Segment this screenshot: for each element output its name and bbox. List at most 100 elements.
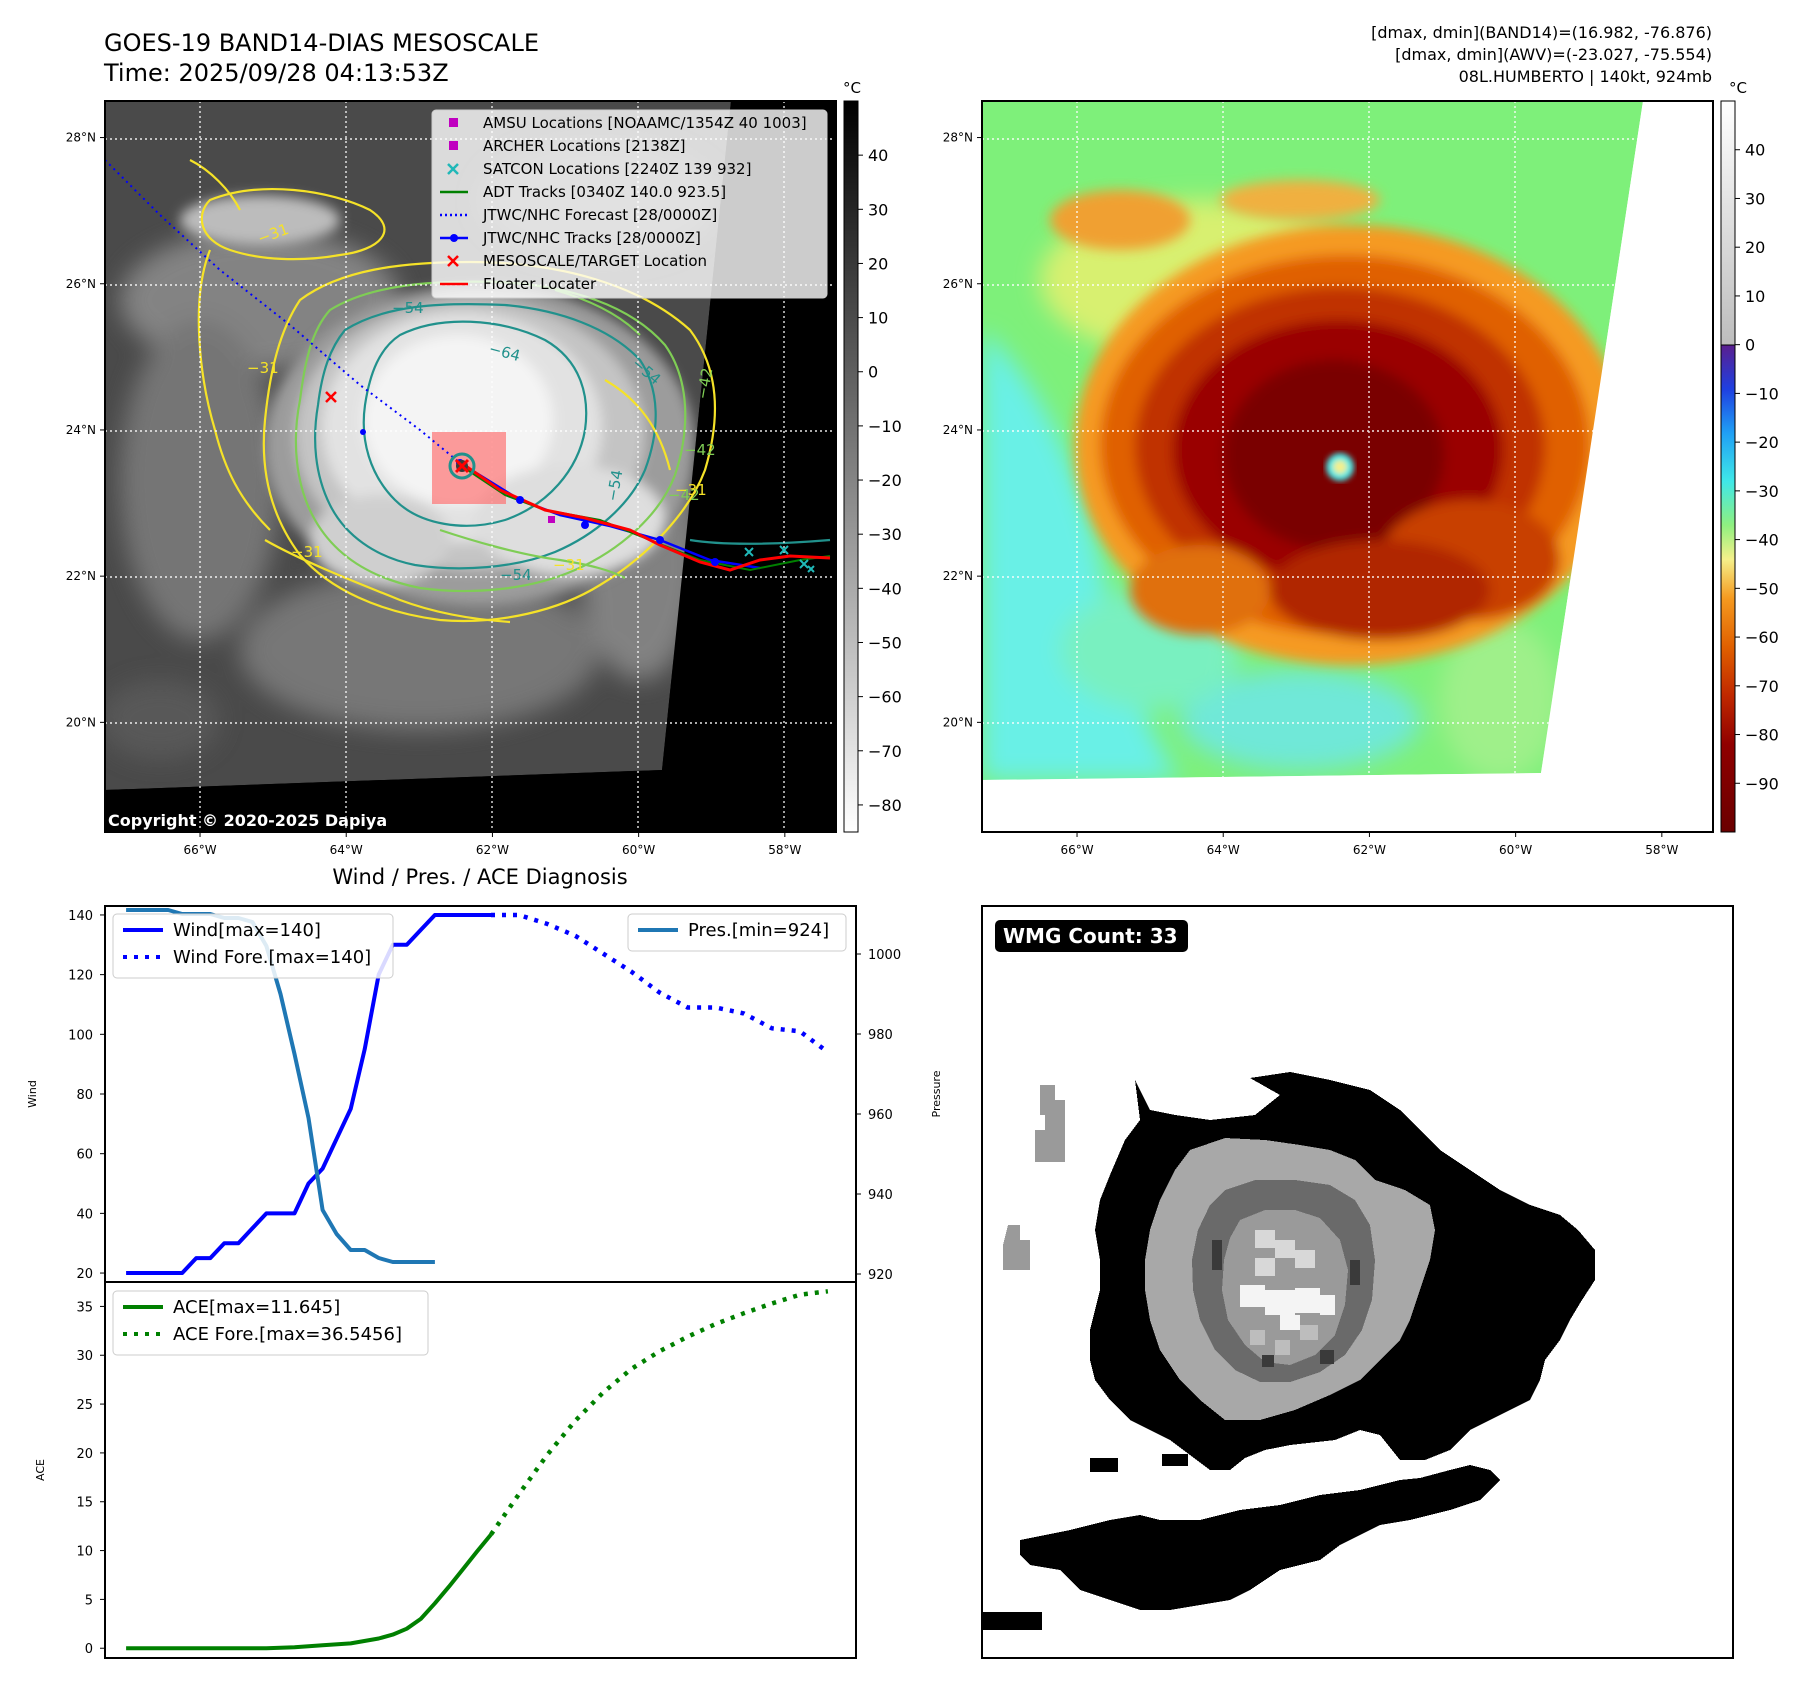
lat-tick-label: 26°N (66, 277, 96, 291)
y-tick-label: 0 (85, 1642, 93, 1657)
colorbar-tick-label: 30 (1745, 189, 1765, 208)
colorbar-tick-label: −20 (1745, 433, 1779, 452)
colorbar-tick-label: 20 (868, 254, 888, 273)
wmg-panel: WMG Count: 33 (981, 905, 1734, 1659)
colorbar-tick-label: 10 (868, 309, 888, 328)
lon-tick-label: 58°W (1645, 843, 1678, 857)
lon-tick-label: 62°W (1353, 843, 1386, 857)
colorbar-tick-label: −60 (868, 688, 902, 707)
contour-label: −31 (553, 556, 585, 574)
y-tick-label: 20 (76, 1267, 93, 1282)
series-line-0 (126, 1533, 493, 1651)
awv-frame (981, 100, 1714, 833)
lat-tick-label: 24°N (66, 423, 96, 437)
contour-label: −54 (500, 566, 532, 584)
contour-label: −42 (693, 366, 716, 400)
satcon-markers (744, 545, 815, 573)
ace-ylabel: ACE (34, 1459, 47, 1481)
contour-label: −54 (392, 299, 424, 317)
series-line-2 (126, 908, 435, 1264)
lat-tick-label: 28°N (943, 131, 973, 145)
copyright-text: Copyright © 2020-2025 Dapiya (108, 811, 387, 830)
legend-label: AMSU Locations [NOAAMC/1354Z 40 1003] (483, 114, 807, 132)
awv-colorbar-ticks: 40 30 20 10 0 −10 −20 −30 −40 −50 −60 −70 −80 −90 (1735, 141, 1779, 793)
lat-tick-label: 26°N (943, 277, 973, 291)
contour-label: −31 (291, 543, 323, 561)
awv-colorbar-warm (1720, 100, 1736, 346)
lon-tick-label: 62°W (476, 843, 509, 857)
pressure-ylabel: Pressure (930, 1070, 943, 1117)
lon-tick-label: 60°W (622, 843, 655, 857)
y-tick-label: 30 (76, 1349, 93, 1364)
ace-plot: 0 5 10 15 20 25 30 35 ACE[max=11.645] ACE Fore.[m… (76, 1289, 829, 1657)
series-line-0 (126, 913, 491, 1275)
awv-colorbar-unit: °C (1729, 79, 1747, 97)
y-tick-label: 140 (68, 909, 93, 924)
colorbar-tick-label: 0 (868, 363, 878, 382)
figure-title: GOES-19 BAND14-DIAS MESOSCALE (104, 29, 539, 57)
series-line-1 (491, 912, 830, 1055)
info-band14: [dmax, dmin](BAND14)=(16.982, -76.876) (1371, 23, 1712, 42)
legend-label: Floater Locater (483, 275, 597, 293)
contour-label: −42 (684, 441, 716, 459)
contour-label: −54 (603, 468, 626, 502)
colorbar-tick-label: 40 (868, 146, 888, 165)
y2-tick-label: 1000 (868, 948, 901, 963)
legend-label: Wind[max=140] (173, 920, 321, 941)
awv-gridlines (982, 101, 1640, 780)
colorbar-tick-label: 30 (868, 200, 888, 219)
colorbar-tick-label: −40 (1745, 531, 1779, 550)
y-tick-label: 80 (76, 1088, 93, 1103)
y-tick-label: 35 (76, 1300, 93, 1315)
lon-tick-label: 60°W (1499, 843, 1532, 857)
ir-colorbar-ticks: 40 30 20 10 0 −10 −20 −30 −40 −50 −60 −70 −80 (858, 146, 902, 815)
wmg-image (982, 1072, 1595, 1630)
colorbar-tick-label: −80 (868, 796, 902, 815)
ir-frame (104, 100, 837, 833)
legend-marker-square (449, 118, 458, 127)
y-tick-label: 15 (76, 1496, 93, 1511)
colorbar-tick-label: −50 (868, 633, 902, 652)
legend-marker-square (449, 141, 458, 150)
wind-ylabel: Wind (26, 1080, 39, 1108)
legend-label: ACE Fore.[max=36.5456] (173, 1324, 402, 1345)
colorbar-tick-label: −10 (868, 417, 902, 436)
ir-axis-labels: 66°W 64°W 62°W 60°W 58°W 28°N 26°N 24°N 22°N 20°N (66, 131, 802, 857)
colorbar-tick-label: −60 (1745, 628, 1779, 647)
legend-label: Pres.[min=924] (688, 920, 829, 941)
legend-box (112, 913, 394, 979)
legend-marker-x (447, 255, 459, 267)
wmg-badge (995, 920, 1188, 952)
colorbar-tick-label: −90 (1745, 774, 1779, 793)
y-tick-label: 5 (85, 1593, 93, 1608)
y-tick-label: 25 (76, 1398, 93, 1413)
colorbar-tick-label: −70 (868, 742, 902, 761)
floater-track (459, 460, 831, 572)
colorbar-tick-label: 10 (1745, 287, 1765, 306)
awv-colorbar-cold (1720, 344, 1736, 833)
lat-tick-label: 22°N (66, 569, 96, 583)
lat-tick-label: 24°N (943, 423, 973, 437)
legend-box (627, 913, 847, 952)
legend-label: Wind Fore.[max=140] (173, 947, 371, 968)
y2-tick-label: 940 (868, 1188, 893, 1203)
archer-marker (548, 516, 555, 523)
legend-label: JTWC/NHC Forecast [28/0000Z] (482, 206, 717, 224)
colorbar-tick-label: 20 (1745, 238, 1765, 257)
awv-imagery (982, 101, 1713, 832)
mesoscale-target-marker (325, 391, 337, 403)
ir-legend: AMSU Locations [NOAAMC/1354Z 40 1003] ARC… (431, 109, 828, 299)
lon-tick-label: 64°W (1207, 843, 1240, 857)
lon-tick-label: 66°W (183, 843, 216, 857)
lon-tick-label: 58°W (768, 843, 801, 857)
colorbar-tick-label: 0 (1745, 336, 1755, 355)
wind-plot: 20 40 60 80 100 120 140 920 940 960 980 1000 Wind[ma… (68, 908, 901, 1283)
legend-label: SATCON Locations [2240Z 139 932] (483, 160, 751, 178)
legend-label: ARCHER Locations [2138Z] (483, 137, 686, 155)
y2-tick-label: 960 (868, 1108, 893, 1123)
y-tick-label: 120 (68, 969, 93, 984)
ir-colorbar-unit: °C (843, 79, 861, 97)
y2-tick-label: 920 (868, 1268, 893, 1283)
y-tick-label: 100 (68, 1028, 93, 1043)
